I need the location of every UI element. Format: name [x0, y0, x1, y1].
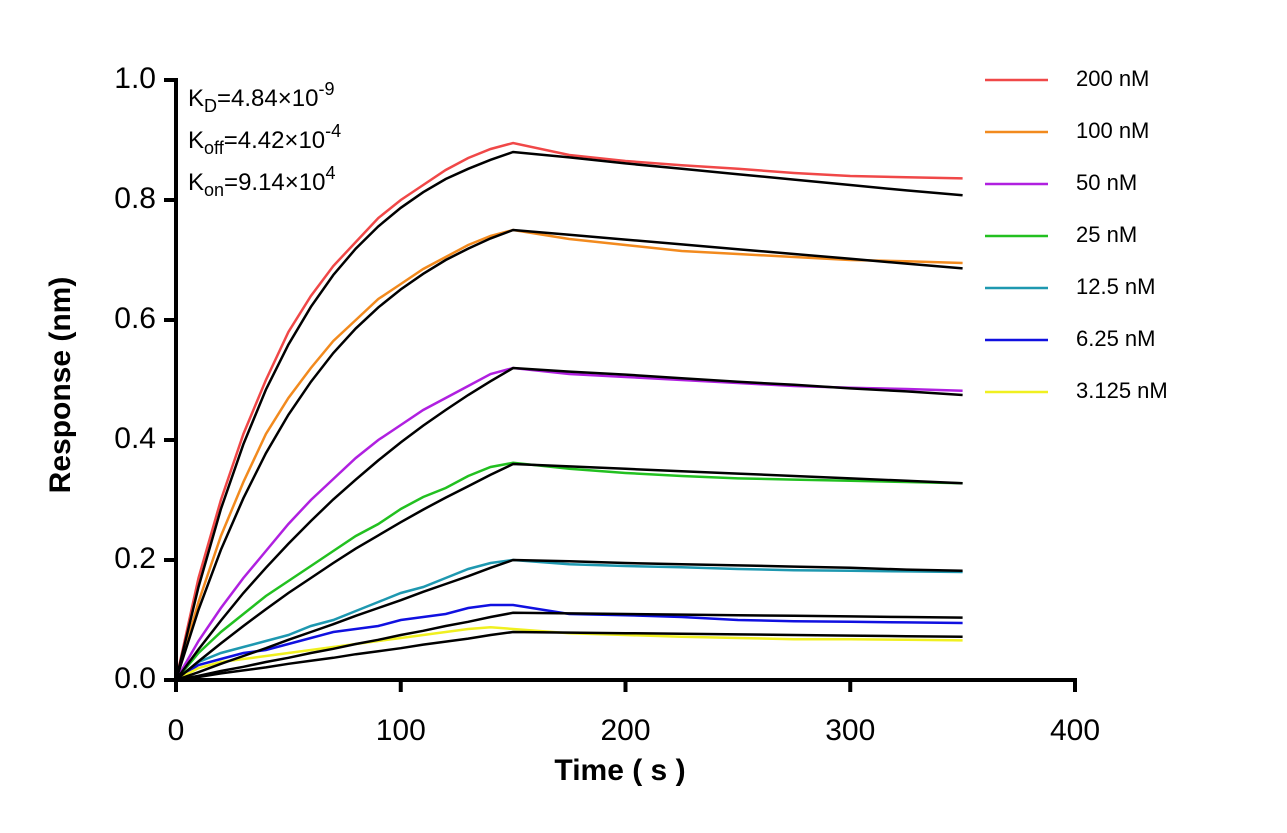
annotation-text: =4.84×10 [217, 85, 318, 112]
x-tick-label: 200 [600, 714, 650, 747]
annotation-sub: off [204, 138, 225, 158]
fit-line [174, 150, 963, 681]
fit-line [175, 630, 963, 682]
legend-label: 100 nM [1076, 118, 1149, 143]
y-tick-label: 0.8 [114, 182, 156, 215]
fit-line [174, 366, 963, 681]
legend-label: 3.125 nM [1076, 378, 1168, 403]
data-line [174, 228, 963, 681]
annotation-symbol: K [188, 85, 204, 112]
x-tick-label: 0 [168, 714, 185, 747]
y-tick-label: 1.0 [114, 62, 156, 95]
y-tick-label: 0.6 [114, 302, 156, 335]
annotation-sub: on [204, 180, 224, 200]
legend-label: 200 nM [1076, 66, 1149, 91]
y-axis-title: Response (nm) [44, 277, 77, 494]
fit-line [175, 462, 963, 681]
x-tick-label: 100 [376, 714, 426, 747]
annotation-sup: 4 [325, 163, 335, 183]
y-tick-label: 0.2 [114, 542, 156, 575]
fit-line [174, 228, 963, 681]
legend-label: 25 nM [1076, 222, 1137, 247]
legend-label: 12.5 nM [1076, 274, 1156, 299]
data-line [175, 625, 963, 682]
annotation-symbol: K [188, 127, 204, 154]
y-tick-label: 0.0 [114, 662, 156, 695]
annotation-sup: -4 [325, 121, 341, 141]
data-line [174, 141, 963, 681]
x-tick-label: 400 [1050, 714, 1100, 747]
annotation-text: =4.42×10 [224, 127, 325, 154]
fit-line [175, 611, 963, 682]
data-line [175, 558, 963, 681]
annotation-sup: -9 [318, 79, 334, 99]
annotation: KD=4.84×10-9 [188, 79, 334, 116]
annotation-text: =9.14×10 [224, 169, 325, 196]
legend-label: 50 nM [1076, 170, 1137, 195]
data-line [175, 461, 963, 681]
legend-label: 6.25 nM [1076, 326, 1156, 351]
annotation-symbol: K [188, 169, 204, 196]
fit-line [175, 558, 963, 682]
annotation: Koff=4.42×10-4 [188, 121, 341, 158]
x-axis-title: Time ( s ) [554, 754, 685, 787]
x-tick-label: 300 [825, 714, 875, 747]
annotation-sub: D [204, 96, 217, 116]
y-tick-label: 0.4 [114, 422, 156, 455]
annotation: Kon=9.14×104 [188, 163, 336, 200]
